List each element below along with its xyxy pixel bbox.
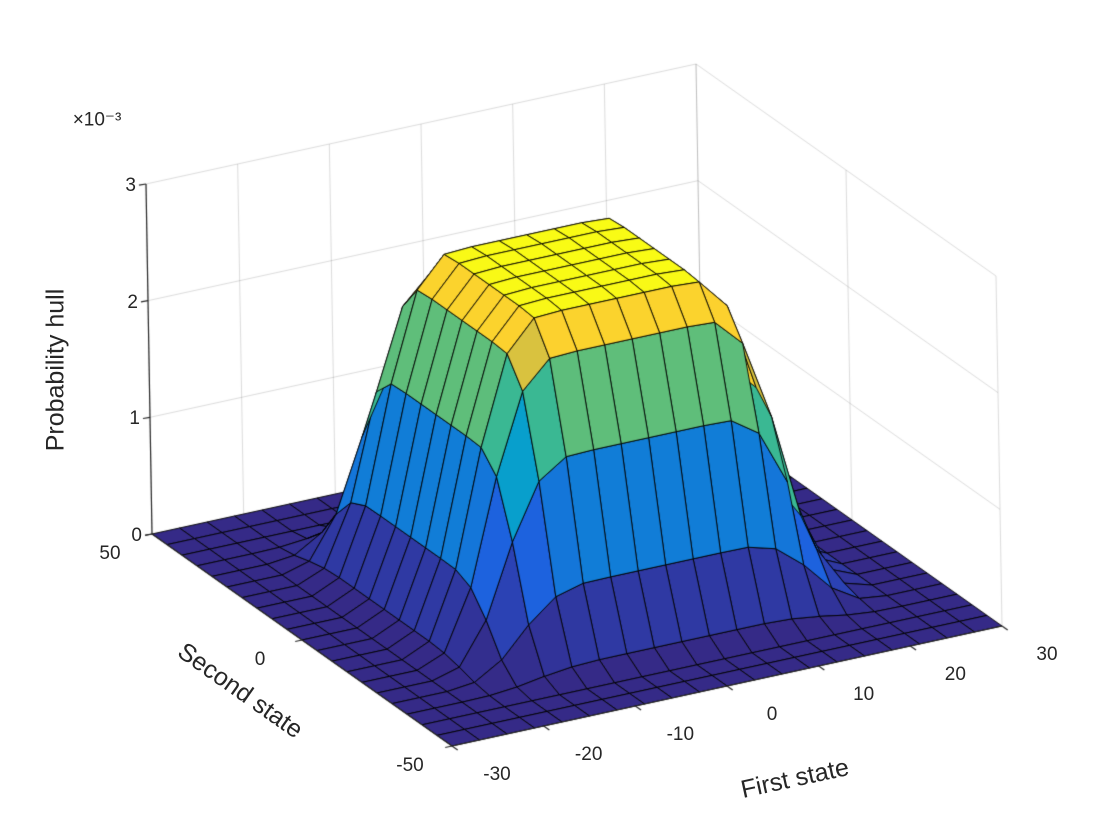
y-tick-label: -50 bbox=[396, 755, 424, 776]
x-tick-label: 0 bbox=[766, 704, 778, 725]
z-tick-label: 2 bbox=[127, 291, 138, 313]
z-tick-label: 3 bbox=[125, 175, 136, 196]
z-axis-exponent-label: ×10⁻³ bbox=[72, 109, 122, 131]
x-tick-label: 20 bbox=[944, 664, 966, 685]
y-tick-label: 50 bbox=[99, 543, 121, 564]
z-axis-label: Probability hull bbox=[41, 288, 70, 452]
x-tick-label: 10 bbox=[853, 684, 875, 705]
x-tick-label: 30 bbox=[1036, 644, 1058, 665]
x-tick-label: -10 bbox=[666, 724, 695, 745]
x-tick-label: -20 bbox=[574, 744, 603, 765]
x-tick-label: -30 bbox=[483, 764, 511, 785]
z-tick-label: 0 bbox=[131, 525, 142, 546]
z-tick-label: 1 bbox=[129, 408, 140, 430]
y-tick-label: 0 bbox=[254, 649, 266, 670]
